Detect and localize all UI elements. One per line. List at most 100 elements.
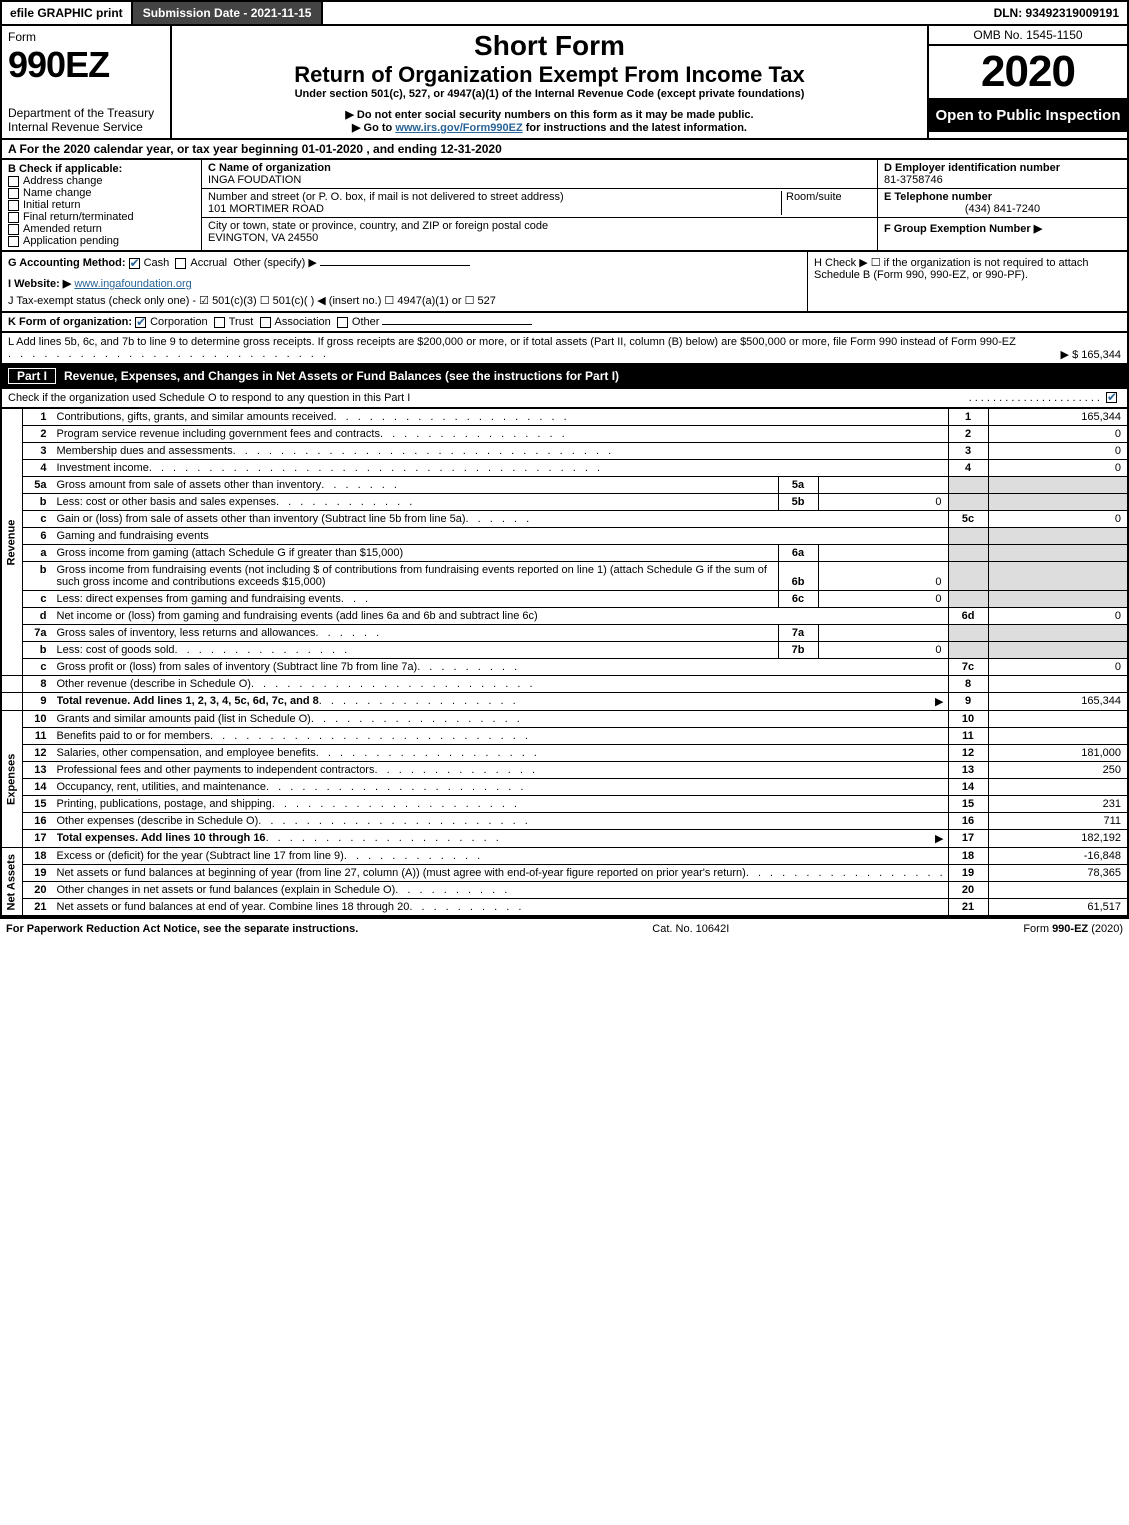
j-tax-exempt: J Tax-exempt status (check only one) - ☑… <box>8 294 801 307</box>
line-7b: b Less: cost of goods sold . . . . . . .… <box>1 642 1128 659</box>
page-footer: For Paperwork Reduction Act Notice, see … <box>0 917 1129 939</box>
line-16: 16 Other expenses (describe in Schedule … <box>1 813 1128 830</box>
f-label: F Group Exemption Number ▶ <box>884 223 1042 235</box>
l-gross-receipts: L Add lines 5b, 6c, and 7b to line 9 to … <box>0 333 1129 365</box>
g-accrual-checkbox[interactable] <box>175 258 186 269</box>
efile-label[interactable]: efile GRAPHIC print <box>2 2 133 24</box>
c-addr-row: Number and street (or P. O. box, if mail… <box>202 189 877 218</box>
line-18: Net Assets 18 Excess or (deficit) for th… <box>1 848 1128 865</box>
dln-label: DLN: 93492319009191 <box>986 2 1127 24</box>
irs-link[interactable]: www.irs.gov/Form990EZ <box>395 122 522 134</box>
line-12: 12 Salaries, other compensation, and emp… <box>1 745 1128 762</box>
part1-schedule-o-checkbox[interactable] <box>1106 392 1117 403</box>
part1-label: Part I <box>8 368 56 384</box>
k-form-org: K Form of organization: Corporation Trus… <box>0 313 1129 333</box>
part1-header: Part I Revenue, Expenses, and Changes in… <box>0 365 1129 389</box>
c-city-label: City or town, state or province, country… <box>208 220 871 232</box>
submission-date: Submission Date - 2021-11-15 <box>133 2 324 24</box>
tel-value: (434) 841-7240 <box>884 203 1121 215</box>
line-5c: c Gain or (loss) from sale of assets oth… <box>1 511 1128 528</box>
k-assoc-checkbox[interactable] <box>260 317 271 328</box>
line-3: 3 Membership dues and assessments . . . … <box>1 443 1128 460</box>
form-footer-id: Form 990-EZ (2020) <box>1023 923 1123 935</box>
section-gh: G Accounting Method: Cash Accrual Other … <box>0 252 1129 313</box>
goto-line: ▶ Go to www.irs.gov/Form990EZ for instru… <box>180 121 919 134</box>
line-11: 11 Benefits paid to or for members . . .… <box>1 728 1128 745</box>
line-a: A For the 2020 calendar year, or tax yea… <box>0 140 1129 160</box>
short-form-title: Short Form <box>180 30 919 62</box>
line-6b: b Gross income from fundraising events (… <box>1 562 1128 591</box>
g-cash-checkbox[interactable] <box>129 258 140 269</box>
k-corp-checkbox[interactable] <box>135 317 146 328</box>
i-label: I Website: ▶ <box>8 278 71 290</box>
line-8: 8 Other revenue (describe in Schedule O)… <box>1 676 1128 693</box>
line-6: 6 Gaming and fundraising events <box>1 528 1128 545</box>
line-14: 14 Occupancy, rent, utilities, and maint… <box>1 779 1128 796</box>
under-section: Under section 501(c), 527, or 4947(a)(1)… <box>180 88 919 100</box>
line-1: Revenue 1 Contributions, gifts, grants, … <box>1 409 1128 426</box>
omb-number: OMB No. 1545-1150 <box>929 26 1127 46</box>
line-10: Expenses 10 Grants and similar amounts p… <box>1 711 1128 728</box>
dept-treasury: Department of the Treasury <box>8 106 164 120</box>
return-title: Return of Organization Exempt From Incom… <box>180 62 919 88</box>
line-19: 19 Net assets or fund balances at beginn… <box>1 865 1128 882</box>
form-header: Form 990EZ Department of the Treasury In… <box>0 26 1129 140</box>
topbar-spacer <box>323 2 985 24</box>
f-group: F Group Exemption Number ▶ <box>878 218 1127 239</box>
line-13: 13 Professional fees and other payments … <box>1 762 1128 779</box>
k-trust-checkbox[interactable] <box>214 317 225 328</box>
line-5b: b Less: cost or other basis and sales ex… <box>1 494 1128 511</box>
ssn-warning: ▶ Do not enter social security numbers o… <box>180 108 919 121</box>
c-city-row: City or town, state or province, country… <box>202 218 877 246</box>
line-17: 17 Total expenses. Add lines 10 through … <box>1 830 1128 848</box>
tax-year: 2020 <box>929 46 1127 100</box>
line-6a: a Gross income from gaming (attach Sched… <box>1 545 1128 562</box>
line-21: 21 Net assets or fund balances at end of… <box>1 899 1128 917</box>
d-label: D Employer identification number <box>884 162 1121 174</box>
b-opt-name[interactable]: Name change <box>8 187 195 199</box>
e-tel: E Telephone number (434) 841-7240 <box>878 189 1127 218</box>
form-label: Form <box>8 30 164 44</box>
paperwork-notice: For Paperwork Reduction Act Notice, see … <box>6 923 358 935</box>
g-accounting: G Accounting Method: Cash Accrual Other … <box>2 252 807 311</box>
header-left: Form 990EZ Department of the Treasury In… <box>2 26 172 138</box>
c-name-label: C Name of organization <box>208 162 871 174</box>
l-value: ▶ $ 165,344 <box>1061 348 1121 361</box>
website-link[interactable]: www.ingafoundation.org <box>74 278 191 290</box>
expenses-vlabel: Expenses <box>1 711 23 848</box>
netassets-vlabel: Net Assets <box>1 848 23 917</box>
line-15: 15 Printing, publications, postage, and … <box>1 796 1128 813</box>
line-7a: 7a Gross sales of inventory, less return… <box>1 625 1128 642</box>
b-opt-final[interactable]: Final return/terminated <box>8 211 195 223</box>
form-number: 990EZ <box>8 44 164 86</box>
d-ein: D Employer identification number 81-3758… <box>878 160 1127 189</box>
ein-value: 81-3758746 <box>884 174 1121 186</box>
line-6c: c Less: direct expenses from gaming and … <box>1 591 1128 608</box>
c-addr-label: Number and street (or P. O. box, if mail… <box>208 191 781 203</box>
line-9: 9 Total revenue. Add lines 1, 2, 3, 4, 5… <box>1 693 1128 711</box>
line-5a: 5a Gross amount from sale of assets othe… <box>1 477 1128 494</box>
part1-lines: Revenue 1 Contributions, gifts, grants, … <box>0 409 1129 917</box>
line-20: 20 Other changes in net assets or fund b… <box>1 882 1128 899</box>
b-label: B Check if applicable: <box>8 163 195 175</box>
part1-check: Check if the organization used Schedule … <box>0 389 1129 409</box>
dept-irs: Internal Revenue Service <box>8 120 164 134</box>
org-address: 101 MORTIMER ROAD <box>208 203 781 215</box>
line-7c: c Gross profit or (loss) from sales of i… <box>1 659 1128 676</box>
b-opt-address[interactable]: Address change <box>8 175 195 187</box>
header-right: OMB No. 1545-1150 2020 Open to Public In… <box>927 26 1127 138</box>
part1-title: Revenue, Expenses, and Changes in Net As… <box>64 369 619 383</box>
org-city: EVINGTON, VA 24550 <box>208 232 871 244</box>
open-inspection: Open to Public Inspection <box>929 100 1127 132</box>
section-bcd: B Check if applicable: Address change Na… <box>0 160 1129 252</box>
k-other-checkbox[interactable] <box>337 317 348 328</box>
b-opt-initial[interactable]: Initial return <box>8 199 195 211</box>
cat-no: Cat. No. 10642I <box>652 923 729 935</box>
section-b: B Check if applicable: Address change Na… <box>2 160 202 250</box>
top-bar: efile GRAPHIC print Submission Date - 20… <box>0 0 1129 26</box>
c-name-row: C Name of organization INGA FOUDATION <box>202 160 877 189</box>
b-opt-pending[interactable]: Application pending <box>8 235 195 247</box>
b-opt-amended[interactable]: Amended return <box>8 223 195 235</box>
room-suite-label: Room/suite <box>781 191 871 215</box>
org-name: INGA FOUDATION <box>208 174 871 186</box>
